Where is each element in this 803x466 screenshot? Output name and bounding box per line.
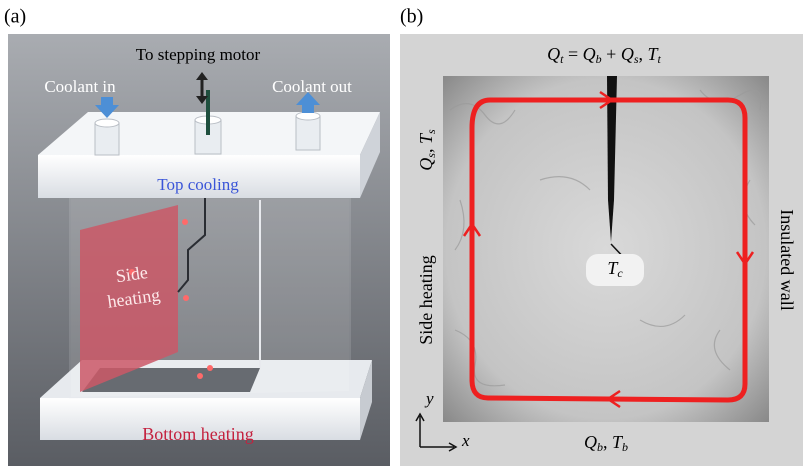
flow-image <box>400 34 803 466</box>
math-operator: , <box>638 44 647 64</box>
side-heating-label: Side heating <box>416 255 436 344</box>
motor-label: To stepping motor <box>136 45 261 64</box>
top-flux-label: Qt = Qb + Qs, Tt <box>547 44 661 66</box>
math-symbol: T <box>416 132 436 144</box>
top-cooling-label: Top cooling <box>157 175 239 194</box>
math-symbol: Q <box>621 44 634 64</box>
coolant-in-label: Coolant in <box>44 77 116 96</box>
math-symbol: T <box>647 44 659 64</box>
axis-x-label: x <box>461 431 470 450</box>
math-operator: = <box>564 44 583 64</box>
math-operator: , <box>416 144 436 153</box>
math-subscript: b <box>596 52 602 66</box>
math-subscript: s <box>634 52 639 66</box>
side-flux-label: Qs, Ts <box>416 129 438 171</box>
panel-label: (b) <box>400 6 423 28</box>
coolant-out-label: Coolant out <box>272 77 352 96</box>
math-symbol: Q <box>547 44 560 64</box>
math-subscript: t <box>658 52 662 66</box>
math-subscript: b <box>597 440 603 454</box>
math-operator: , <box>603 432 612 452</box>
math-symbol: Q <box>583 44 596 64</box>
math-subscript: s <box>424 153 438 158</box>
math-symbol: T <box>607 258 619 278</box>
bottom-flux-label: Qb, Tb <box>584 432 628 454</box>
math-symbol: Q <box>416 158 436 171</box>
panel-label: (a) <box>4 6 26 28</box>
math-subscript: s <box>424 129 438 134</box>
apparatus-illustration <box>8 34 390 466</box>
center-temp-label: Tc <box>607 258 623 280</box>
side-heating-label: Side <box>114 262 148 286</box>
math-subscript: t <box>560 52 564 66</box>
math-symbol: T <box>612 432 624 452</box>
math-subscript: c <box>617 266 623 280</box>
axis-y-label: y <box>424 389 434 408</box>
math-operator: + <box>602 44 621 64</box>
math-symbol: Q <box>584 432 597 452</box>
insulated-wall-label: Insulated wall <box>777 209 797 310</box>
math-subscript: b <box>622 440 628 454</box>
bottom-heating-label: Bottom heating <box>142 424 254 444</box>
